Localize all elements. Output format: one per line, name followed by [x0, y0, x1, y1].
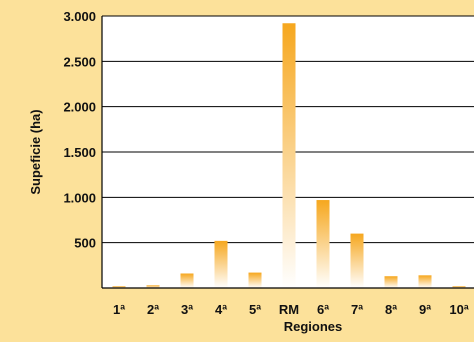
y-tick-label: 1.000 [63, 190, 96, 205]
x-axis-title: Regiones [284, 319, 343, 334]
bar [282, 23, 296, 289]
y-tick-labels: 500 1.000 1.500 2.000 2.500 3.000 [63, 9, 96, 251]
bar [350, 233, 364, 288]
bar [214, 240, 228, 288]
y-axis-title: Supeficie (ha) [28, 109, 43, 194]
bar [248, 272, 262, 288]
y-tick-label: 2.500 [63, 54, 96, 69]
x-tick-label: 1ª [113, 302, 125, 317]
x-tick-label: 9ª [419, 302, 431, 317]
y-tick-label: 2.000 [63, 100, 96, 115]
bar [452, 286, 466, 288]
bar [180, 273, 194, 288]
bar [316, 200, 330, 288]
x-tick-label: 4ª [215, 302, 227, 317]
x-tick-label: 7ª [351, 302, 363, 317]
x-tick-label: 2ª [147, 302, 159, 317]
bar [146, 285, 160, 288]
x-tick-label: 8ª [385, 302, 397, 317]
y-tick-label: 500 [74, 236, 96, 251]
y-tick-label: 3.000 [63, 9, 96, 24]
y-tick-label: 1.500 [63, 145, 96, 160]
bar [384, 276, 398, 288]
x-tick-label: 6ª [317, 302, 329, 317]
bar [418, 275, 432, 288]
x-tick-label: 5ª [249, 302, 261, 317]
bar [112, 286, 126, 288]
x-tick-labels: 1ª 2ª 3ª 4ª 5ª RM 6ª 7ª 8ª 9ª 10ª [113, 302, 469, 317]
x-tick-label: 3ª [181, 302, 193, 317]
x-tick-label: RM [279, 302, 299, 317]
x-tick-label: 10ª [449, 302, 468, 317]
bars [112, 23, 466, 289]
